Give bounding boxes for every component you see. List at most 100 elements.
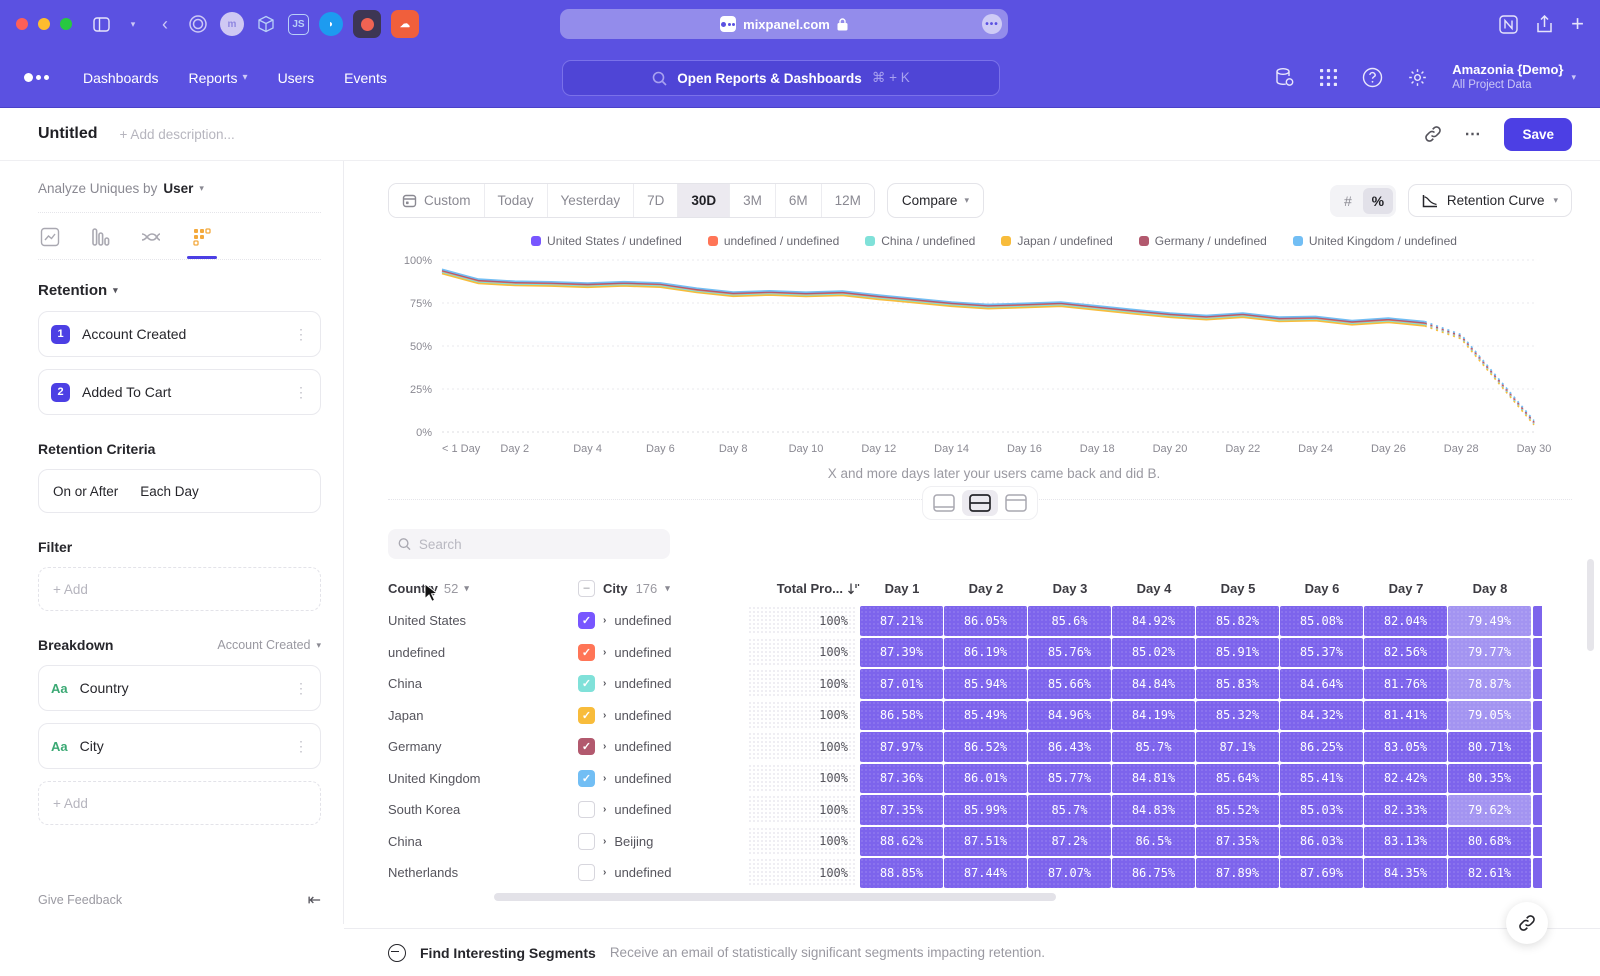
table-search-input[interactable]	[419, 537, 660, 552]
retention-cell[interactable]: 85.76%	[1028, 638, 1111, 668]
step-added-to-cart[interactable]: 2 Added To Cart ⋮	[38, 369, 321, 415]
range-yesterday[interactable]: Yesterday	[548, 184, 635, 217]
retention-cell[interactable]: 86.01%	[944, 764, 1027, 794]
save-button[interactable]: Save	[1504, 118, 1572, 151]
layout-split-icon[interactable]	[962, 490, 998, 516]
add-breakdown-button[interactable]: + Add	[38, 781, 321, 825]
retention-cell[interactable]: 84.83%	[1112, 795, 1195, 825]
new-tab-plus-icon[interactable]: +	[1571, 11, 1584, 37]
retention-cell[interactable]: 86.03%	[1280, 827, 1363, 857]
breakdown-menu-icon[interactable]: ⋮	[294, 680, 308, 697]
retention-cell[interactable]: 87.44%	[944, 858, 1027, 888]
expand-row-icon[interactable]: ›	[603, 804, 606, 815]
column-total[interactable]: Total Pro...	[748, 581, 860, 596]
share-link-floating-button[interactable]	[1506, 902, 1548, 944]
row-checkbox[interactable]: ✓	[578, 770, 595, 787]
site-more-icon[interactable]: •••	[982, 14, 1002, 34]
retention-criteria-control[interactable]: On or After Each Day	[38, 469, 321, 513]
retention-section-label[interactable]: Retention	[38, 282, 107, 299]
retention-cell[interactable]: 84.32%	[1280, 701, 1363, 731]
breakdown-menu-icon[interactable]: ⋮	[294, 738, 308, 755]
chevron-down-icon[interactable]: ▾	[122, 13, 144, 35]
collapse-sidebar-icon[interactable]: ⇤	[308, 890, 321, 910]
mixpanel-logo-icon[interactable]	[24, 73, 49, 82]
criteria-on-or-after[interactable]: On or After	[53, 484, 118, 499]
retention-cell[interactable]: 87.35%	[860, 795, 943, 825]
retention-cell[interactable]: 85.49%	[944, 701, 1027, 731]
traffic-close-button[interactable]	[16, 18, 28, 30]
traffic-minimize-button[interactable]	[38, 18, 50, 30]
data-management-icon[interactable]	[1274, 67, 1295, 88]
retention-cell[interactable]: 79.05%	[1448, 701, 1531, 731]
row-checkbox[interactable]: ✓	[578, 675, 595, 692]
row-checkbox[interactable]: ✓	[578, 612, 595, 629]
retention-cell[interactable]: 87.2%	[1028, 827, 1111, 857]
absolute-toggle[interactable]: #	[1333, 188, 1363, 214]
row-checkbox[interactable]	[578, 801, 595, 818]
retention-cell[interactable]: 82.42%	[1364, 764, 1447, 794]
retention-cell[interactable]: 86.5%	[1112, 827, 1195, 857]
step-menu-icon[interactable]: ⋮	[294, 326, 308, 343]
retention-cell[interactable]: 85.02%	[1112, 638, 1195, 668]
legend-item[interactable]: Germany / undefined	[1139, 234, 1267, 248]
retention-cell[interactable]: 87.35%	[1196, 827, 1279, 857]
settings-gear-icon[interactable]	[1407, 67, 1428, 88]
retention-cell[interactable]: 80.71%	[1448, 732, 1531, 762]
tab-insights[interactable]	[40, 227, 60, 259]
retention-cell[interactable]: 84.19%	[1112, 701, 1195, 731]
expand-row-icon[interactable]: ›	[603, 678, 606, 689]
share-icon[interactable]	[1536, 15, 1553, 34]
retention-cell[interactable]: 87.69%	[1280, 858, 1363, 888]
column-day-5[interactable]: Day 5	[1196, 581, 1280, 596]
retention-cell[interactable]: 87.39%	[860, 638, 943, 668]
red-dot-icon[interactable]	[353, 10, 381, 38]
legend-item[interactable]: China / undefined	[865, 234, 975, 248]
column-day-1[interactable]: Day 1	[860, 581, 944, 596]
retention-cell[interactable]: 85.41%	[1280, 764, 1363, 794]
column-day-3[interactable]: Day 3	[1028, 581, 1112, 596]
nav-users[interactable]: Users	[278, 70, 315, 86]
expand-row-icon[interactable]: ›	[603, 867, 606, 878]
find-segments-button[interactable]: Find Interesting Segments	[420, 945, 596, 961]
address-bar[interactable]: mixpanel.com •••	[560, 9, 1008, 39]
range-custom[interactable]: Custom	[389, 184, 485, 217]
retention-cell[interactable]: 88.62%	[860, 827, 943, 857]
retention-cell[interactable]: 81.76%	[1364, 669, 1447, 699]
sidebar-toggle-icon[interactable]	[90, 13, 112, 35]
m-avatar-icon[interactable]: m	[220, 12, 244, 36]
retention-cell[interactable]: 87.21%	[860, 606, 943, 636]
traffic-zoom-button[interactable]	[60, 18, 72, 30]
percent-toggle[interactable]: %	[1363, 188, 1393, 214]
row-checkbox[interactable]	[578, 864, 595, 881]
retention-cell[interactable]: 79.62%	[1448, 795, 1531, 825]
legend-item[interactable]: United Kingdom / undefined	[1293, 234, 1457, 248]
retention-cell[interactable]: 86.52%	[944, 732, 1027, 762]
retention-cell[interactable]: 79.77%	[1448, 638, 1531, 668]
retention-cell[interactable]: 85.77%	[1028, 764, 1111, 794]
retention-cell[interactable]: 82.33%	[1364, 795, 1447, 825]
row-checkbox[interactable]: ✓	[578, 707, 595, 724]
retention-cell[interactable]: 86.19%	[944, 638, 1027, 668]
range-7d[interactable]: 7D	[634, 184, 678, 217]
retention-cell[interactable]: 85.82%	[1196, 606, 1279, 636]
retention-cell[interactable]: 83.05%	[1364, 732, 1447, 762]
column-country[interactable]: Country52▾	[388, 581, 578, 596]
range-12m[interactable]: 12M	[822, 184, 874, 217]
nav-reports[interactable]: Reports▾	[189, 70, 248, 86]
row-checkbox[interactable]: ✓	[578, 738, 595, 755]
tab-flows[interactable]	[140, 227, 162, 259]
apps-grid-icon[interactable]	[1319, 68, 1338, 87]
retention-cell[interactable]: 85.64%	[1196, 764, 1279, 794]
vertical-scrollbar[interactable]	[1587, 559, 1594, 651]
notion-icon[interactable]	[1499, 15, 1518, 34]
chart-type-dropdown[interactable]: Retention Curve▾	[1408, 184, 1572, 217]
cloud-icon[interactable]: ☁	[391, 10, 419, 38]
nav-events[interactable]: Events	[344, 70, 387, 86]
column-day-8[interactable]: Day 8	[1448, 581, 1532, 596]
tab-funnels[interactable]	[90, 227, 110, 259]
retention-cell[interactable]: 85.66%	[1028, 669, 1111, 699]
retention-cell[interactable]: 85.7%	[1028, 795, 1111, 825]
nav-dashboards[interactable]: Dashboards	[83, 70, 159, 86]
analyze-by-user-dropdown[interactable]: User	[163, 181, 193, 196]
retention-cell[interactable]: 78.87%	[1448, 669, 1531, 699]
